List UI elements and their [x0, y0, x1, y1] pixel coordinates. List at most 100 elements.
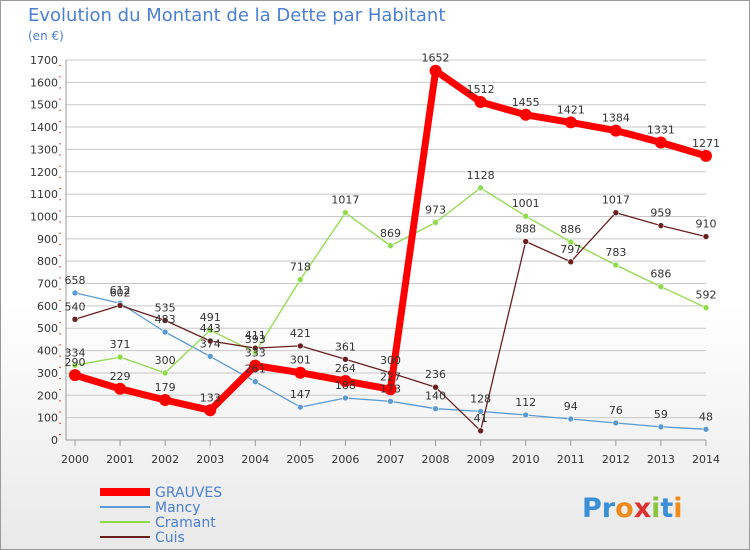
data-point [387, 398, 394, 405]
data-point [294, 366, 307, 379]
data-point [567, 415, 575, 423]
y-tick-label: 700 [37, 278, 58, 291]
data-label: 334 [65, 346, 86, 359]
data-label: 59 [654, 408, 668, 421]
x-tick-label: 2003 [196, 453, 224, 466]
chart-subtitle: (en €) [28, 29, 64, 43]
y-tick-label: 300 [37, 367, 58, 380]
data-point [249, 359, 262, 372]
legend-label: Cramant [155, 515, 216, 531]
data-label: 133 [200, 391, 221, 404]
data-point [297, 403, 304, 411]
data-label: 112 [515, 396, 536, 409]
y-tick-label: 1600 [30, 76, 58, 89]
x-tick-label: 2002 [151, 453, 179, 466]
y-tick-label: 0 [51, 434, 58, 447]
data-point [432, 383, 439, 391]
data-label: 686 [650, 268, 671, 281]
y-tick-label: 1000 [30, 210, 58, 223]
data-label: 1652 [422, 52, 450, 65]
data-label: 76 [609, 404, 623, 417]
x-tick-label: 2006 [331, 453, 359, 466]
data-label: 290 [65, 356, 86, 369]
data-label: 1271 [692, 137, 720, 150]
labels-cramant: 334 371 300 491 393 718 1017 869 973 1128 1001 886 7… [65, 169, 717, 367]
data-label: 361 [335, 340, 356, 353]
data-label: 783 [605, 246, 626, 259]
data-label: 1017 [331, 194, 359, 207]
data-label: 264 [335, 362, 356, 375]
data-label: 443 [200, 322, 221, 335]
legend-label: GRAUVES [155, 485, 222, 501]
x-tick-label: 2012 [602, 453, 630, 466]
data-point [567, 238, 575, 246]
data-label: 888 [515, 223, 536, 236]
data-label: 1512 [467, 83, 495, 96]
data-point [567, 258, 575, 266]
y-tick-label: 1700 [30, 54, 58, 67]
data-label: 411 [245, 329, 266, 342]
data-point [339, 374, 352, 387]
data-label: 718 [290, 261, 311, 274]
data-point [702, 304, 710, 311]
data-point [429, 64, 442, 77]
data-label: 300 [380, 354, 401, 367]
legend-label: Cuis [155, 530, 185, 546]
x-tick-label: 2005 [286, 453, 314, 466]
data-label: 261 [245, 363, 266, 376]
data-label: 140 [425, 390, 446, 403]
data-point [161, 328, 169, 336]
data-point [116, 353, 124, 361]
proxiti-logo: Proxiti [582, 493, 683, 524]
data-point [702, 425, 710, 433]
data-point [206, 326, 214, 334]
data-label: 612 [110, 284, 131, 297]
data-label: 301 [290, 354, 311, 367]
data-label: 869 [380, 227, 401, 240]
data-point [702, 233, 710, 240]
data-point [657, 283, 665, 290]
data-label: 1128 [467, 169, 495, 182]
x-tick-label: 2000 [61, 453, 89, 466]
y-tick-label: 1100 [30, 188, 58, 201]
data-label: 227 [380, 370, 401, 383]
data-point [159, 393, 172, 406]
data-label: 959 [650, 207, 671, 220]
data-label: 592 [695, 289, 716, 302]
data-point [204, 404, 217, 417]
x-tick-label: 2010 [512, 453, 540, 466]
x-tick-label: 2008 [422, 453, 450, 466]
data-label: 393 [245, 333, 266, 346]
data-point [114, 382, 127, 395]
data-label: 48 [699, 410, 713, 423]
y-tick-label: 1200 [30, 166, 58, 179]
y-tick-label: 200 [37, 389, 58, 402]
data-point [342, 209, 349, 216]
data-label: 1455 [512, 96, 540, 109]
data-label: 188 [335, 379, 356, 392]
data-point [71, 315, 79, 323]
y-tick-label: 1500 [30, 99, 58, 112]
y-tick-label: 900 [37, 233, 58, 246]
data-label: 973 [425, 204, 446, 217]
series-grauves [69, 64, 712, 417]
data-label: 491 [200, 311, 221, 324]
data-label: 229 [110, 370, 131, 383]
x-tick-label: 2009 [467, 453, 495, 466]
data-point [69, 369, 81, 382]
data-point [71, 289, 79, 297]
data-label: 540 [65, 300, 86, 313]
data-label: 41 [474, 412, 488, 425]
data-point [342, 356, 349, 363]
data-point [206, 353, 214, 360]
data-label: 1384 [602, 112, 630, 125]
series-cramant [71, 184, 710, 377]
data-label: 236 [425, 368, 446, 381]
y-tick-label: 100 [37, 412, 58, 425]
data-label: 300 [155, 354, 176, 367]
data-point [206, 337, 214, 345]
y-tick-label: 600 [37, 300, 58, 313]
